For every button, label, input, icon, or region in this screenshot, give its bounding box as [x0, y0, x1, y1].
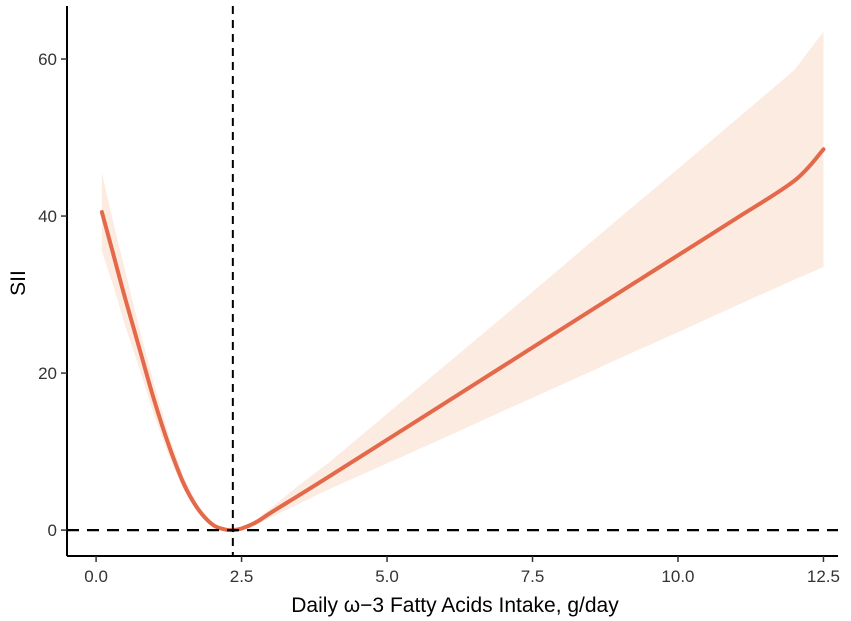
x-tick-label: 0.0: [84, 567, 108, 586]
y-tick-label: 60: [38, 50, 57, 69]
x-tick-label: 2.5: [230, 567, 254, 586]
axes-layer: [61, 6, 838, 562]
x-axis-title: Daily ω−3 Fatty Acids Intake, g/day: [291, 594, 619, 617]
confidence-band: [101, 31, 824, 531]
series-line: [99, 147, 826, 533]
x-tick-label: 7.5: [521, 567, 545, 586]
tick-labels-layer: 0.0 2.5 5.0 7.5 10.0 12.5 0 20 40 60: [38, 50, 840, 586]
y-tick-label: 20: [38, 364, 57, 383]
confidence-band-layer: [101, 31, 824, 531]
x-tick-label: 10.0: [661, 567, 694, 586]
x-tick-label: 12.5: [807, 567, 840, 586]
y-tick-label: 0: [48, 521, 57, 540]
y-axis-title: SII: [7, 270, 30, 296]
series-line-layer: [99, 147, 826, 533]
x-tick-label: 5.0: [375, 567, 399, 586]
y-tick-label: 40: [38, 207, 57, 226]
reference-lines-layer: [67, 6, 838, 556]
